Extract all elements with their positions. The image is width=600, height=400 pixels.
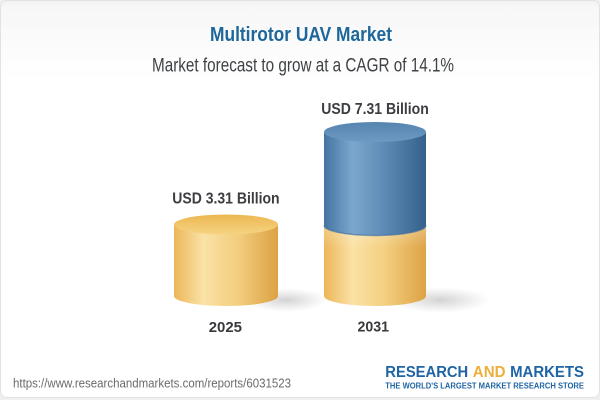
svg-text:USD 3.31 Billion: USD 3.31 Billion [172,190,279,207]
svg-text:USD 7.31 Billion: USD 7.31 Billion [321,101,429,118]
svg-text:https://www.researchandmarkets: https://www.researchandmarkets.com/repor… [13,376,291,391]
svg-text:Market forecast to grow at a C: Market forecast to grow at a CAGR of 14.… [152,55,454,76]
svg-text:2031: 2031 [358,318,390,335]
svg-text:RESEARCH: RESEARCH [385,364,468,381]
svg-text:MARKETS: MARKETS [510,364,584,381]
svg-text:THE WORLD'S LARGEST MARKET RES: THE WORLD'S LARGEST MARKET RESEARCH STOR… [385,382,584,391]
svg-text:2025: 2025 [209,319,242,336]
svg-text:Multirotor UAV Market: Multirotor UAV Market [210,24,392,46]
svg-text:AND: AND [473,364,506,381]
